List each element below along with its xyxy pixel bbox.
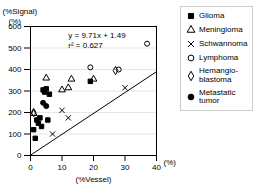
svg-text:(%Signal): (%Signal) [3, 7, 38, 16]
svg-text:0: 0 [17, 151, 22, 160]
svg-text:40: 40 [152, 163, 161, 172]
svg-text:200: 200 [8, 108, 22, 117]
svg-text:400: 400 [8, 65, 22, 74]
svg-text:(%): (%) [164, 158, 177, 167]
html-text:Lymphoma: Lymphoma [199, 52, 239, 62]
svg-text:10: 10 [58, 163, 67, 172]
svg-text:0: 0 [28, 163, 33, 172]
svg-text:20: 20 [89, 163, 98, 172]
html-text:Hemangio- blastoma: Hemangio- blastoma [199, 66, 239, 84]
html-text:Metastatic tumor: Metastatic tumor [199, 87, 236, 106]
html-text:Glioma: Glioma [199, 10, 225, 20]
html-text:Meningioma: Meningioma [199, 24, 243, 34]
svg-text:30: 30 [121, 163, 130, 172]
html-text:Schwannoma: Schwannoma [199, 38, 248, 48]
svg-text:600: 600 [8, 22, 22, 32]
svg-text:300: 300 [8, 87, 22, 96]
svg-text:(%Vessel): (%Vessel) [75, 175, 111, 184]
svg-text:y = 9.71x + 1.49: y = 9.71x + 1.49 [68, 31, 126, 40]
svg-text:100: 100 [8, 130, 22, 139]
svg-text:r² = 0.627: r² = 0.627 [68, 41, 103, 50]
svg-text:(%): (%) [9, 17, 22, 26]
svg-text:500: 500 [8, 44, 22, 53]
